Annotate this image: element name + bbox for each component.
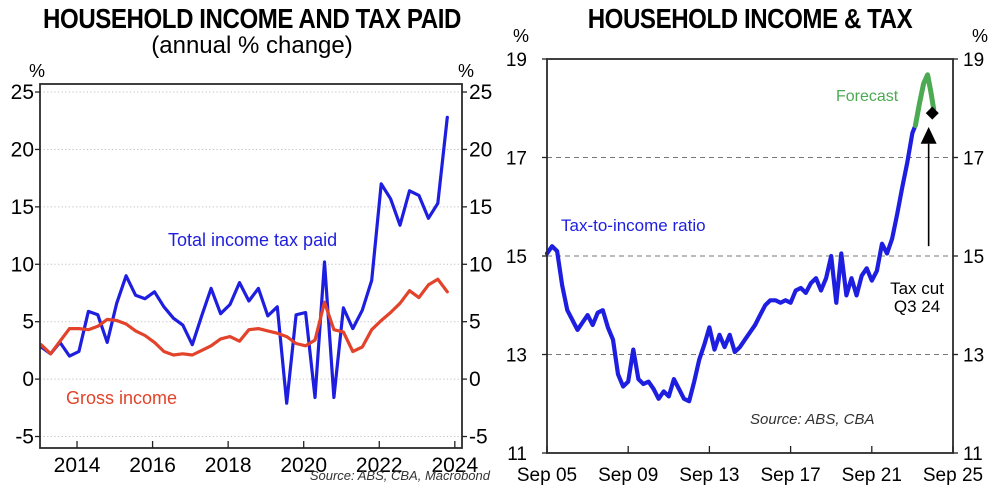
svg-text:20: 20 [11, 138, 34, 161]
svg-text:13: 13 [963, 346, 984, 367]
svg-text:2022: 2022 [356, 454, 403, 477]
svg-text:Sep 25: Sep 25 [923, 465, 983, 486]
svg-text:19: 19 [506, 50, 527, 71]
svg-text:17: 17 [963, 149, 984, 170]
svg-text:11: 11 [507, 444, 527, 465]
forecast-diamond-marker [925, 106, 939, 120]
svg-text:25: 25 [11, 81, 34, 104]
annotation-tax-cut-line2: Q3 24 [893, 297, 941, 316]
annotation-tax-cut-line1: Tax cut [890, 279, 944, 298]
svg-text:10: 10 [11, 253, 34, 276]
svg-text:19: 19 [963, 50, 984, 71]
y-axis-unit-left: % [29, 61, 45, 81]
series-label-total-income-tax-paid: Total income tax paid [168, 230, 338, 250]
svg-text:15: 15 [469, 196, 492, 219]
svg-text:0: 0 [22, 368, 34, 391]
svg-text:15: 15 [11, 196, 34, 219]
svg-text:Sep 17: Sep 17 [760, 465, 820, 486]
svg-text:5: 5 [22, 311, 34, 334]
svg-text:Sep 09: Sep 09 [598, 465, 658, 486]
y-axis-unit-right: % [972, 26, 988, 46]
svg-text:10: 10 [469, 253, 492, 276]
series-label-tax-to-income-ratio: Tax-to-income ratio [561, 216, 706, 235]
left-chart-title: HOUSEHOLD INCOME AND TAX PAID [43, 3, 461, 34]
svg-text:2016: 2016 [129, 454, 176, 477]
svg-text:20: 20 [469, 138, 492, 161]
tax-cut-arrow-head [920, 126, 937, 144]
svg-text:11: 11 [963, 444, 983, 465]
svg-text:15: 15 [963, 247, 984, 268]
right-chart-source-note: Source: ABS, CBA [750, 411, 875, 428]
series-label-forecast: Forecast [836, 88, 899, 105]
svg-text:-5: -5 [469, 426, 488, 449]
svg-text:5: 5 [469, 311, 481, 334]
svg-text:13: 13 [506, 346, 527, 367]
y-axis-unit-left: % [513, 26, 529, 46]
svg-text:2014: 2014 [54, 454, 101, 477]
svg-text:Sep 13: Sep 13 [679, 465, 739, 486]
svg-text:-5: -5 [15, 426, 34, 449]
y-axis-unit-right: % [458, 61, 474, 81]
left-chart-source-note: Source: ABS, CBA, Macrobond [309, 468, 490, 483]
svg-text:2020: 2020 [280, 454, 327, 477]
svg-text:25: 25 [469, 81, 492, 104]
left-chart-subtitle: (annual % change) [151, 32, 353, 59]
svg-text:2024: 2024 [431, 454, 478, 477]
svg-text:Sep 21: Sep 21 [842, 465, 902, 486]
svg-text:17: 17 [506, 149, 527, 170]
annotation-tax-cut: Tax cut Q3 24 [884, 280, 950, 316]
right-chart-title: HOUSEHOLD INCOME & TAX [587, 3, 913, 34]
svg-text:15: 15 [506, 247, 527, 268]
svg-text:2018: 2018 [205, 454, 252, 477]
svg-text:0: 0 [469, 368, 481, 391]
svg-text:Sep 05: Sep 05 [517, 465, 577, 486]
series-label-gross-income: Gross income [66, 388, 178, 408]
